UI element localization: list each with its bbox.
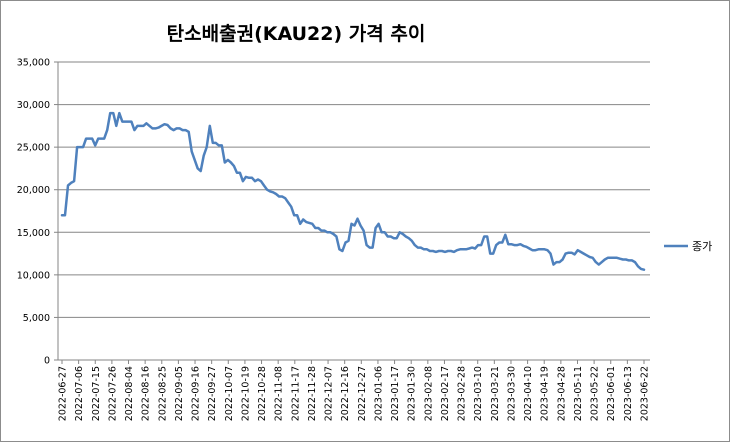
x-tick-label: 2022-12-16 [340, 366, 351, 421]
x-tick-label: 2022-09-05 [174, 366, 185, 421]
y-tick-label: 15,000 [17, 228, 50, 239]
y-tick-label: 0 [44, 356, 50, 367]
chart-title: 탄소배출권(KAU22) 가격 추이 [167, 23, 426, 45]
x-tick-label: 2022-09-16 [191, 366, 202, 421]
x-tick-label: 2023-05-22 [590, 366, 601, 421]
axes [57, 62, 650, 361]
x-tick-label: 2023-04-10 [523, 366, 534, 421]
legend-label-series-0: 종가 [692, 240, 712, 253]
x-tick-label: 2022-12-27 [357, 366, 368, 421]
x-tick-label: 2022-12-07 [324, 366, 335, 421]
x-tick-label: 2022-07-26 [107, 366, 118, 421]
x-tick-label: 2023-01-30 [407, 366, 418, 421]
series-layer [60, 111, 646, 271]
x-tick-label: 2022-09-27 [207, 366, 218, 421]
x-tick-label: 2022-08-04 [124, 366, 135, 421]
y-tick-label: 35,000 [17, 58, 50, 69]
x-tick-label: 2023-02-17 [440, 366, 451, 421]
x-tick-label: 2023-05-11 [573, 366, 584, 421]
x-tick-label: 2023-06-22 [640, 366, 651, 421]
x-tick-label: 2022-10-07 [224, 366, 235, 421]
x-axis-ticks: 2022-06-27 2022-07-06 2022-07-15 2022-07-26… [58, 360, 651, 421]
x-tick-label: 2023-03-30 [506, 366, 517, 421]
x-tick-label: 2022-08-25 [157, 366, 168, 421]
x-tick-label: 2022-10-19 [240, 366, 251, 421]
x-tick-label: 2022-07-06 [74, 366, 85, 421]
x-tick-label: 2023-01-17 [390, 366, 401, 421]
x-tick-label: 2023-06-13 [623, 366, 634, 421]
x-tick-label: 2023-02-08 [423, 366, 434, 421]
x-tick-label: 2022-08-16 [141, 366, 152, 421]
x-tick-label: 2022-11-08 [274, 366, 285, 421]
x-tick-label: 2022-07-15 [91, 366, 102, 421]
x-tick-label: 2023-03-10 [473, 366, 484, 421]
x-tick-label: 2023-01-06 [373, 366, 384, 421]
series-line-0 [60, 111, 646, 271]
x-tick-label: 2022-06-27 [58, 366, 69, 421]
y-tick-label: 25,000 [17, 143, 50, 154]
plot-area [58, 62, 650, 360]
x-tick-label: 2023-06-01 [606, 366, 617, 421]
y-tick-label: 30,000 [17, 100, 50, 111]
x-tick-label: 2023-04-19 [540, 366, 551, 421]
x-tick-label: 2022-11-28 [307, 366, 318, 421]
y-tick-label: 20,000 [17, 185, 50, 196]
gridlines [58, 61, 650, 318]
x-tick-label: 2022-10-28 [257, 366, 268, 421]
x-tick-label: 2022-11-17 [290, 366, 301, 421]
y-axis-ticks: 0 5,000 10,000 15,000 20,000 25,000 30,000 35,0… [17, 58, 58, 367]
legend: 종가 [664, 240, 712, 253]
x-tick-label: 2023-03-21 [490, 366, 501, 421]
x-tick-label: 2023-02-28 [457, 366, 468, 421]
x-tick-label: 2023-04-28 [556, 366, 567, 421]
y-tick-label: 5,000 [23, 313, 50, 324]
y-tick-label: 10,000 [17, 270, 50, 281]
